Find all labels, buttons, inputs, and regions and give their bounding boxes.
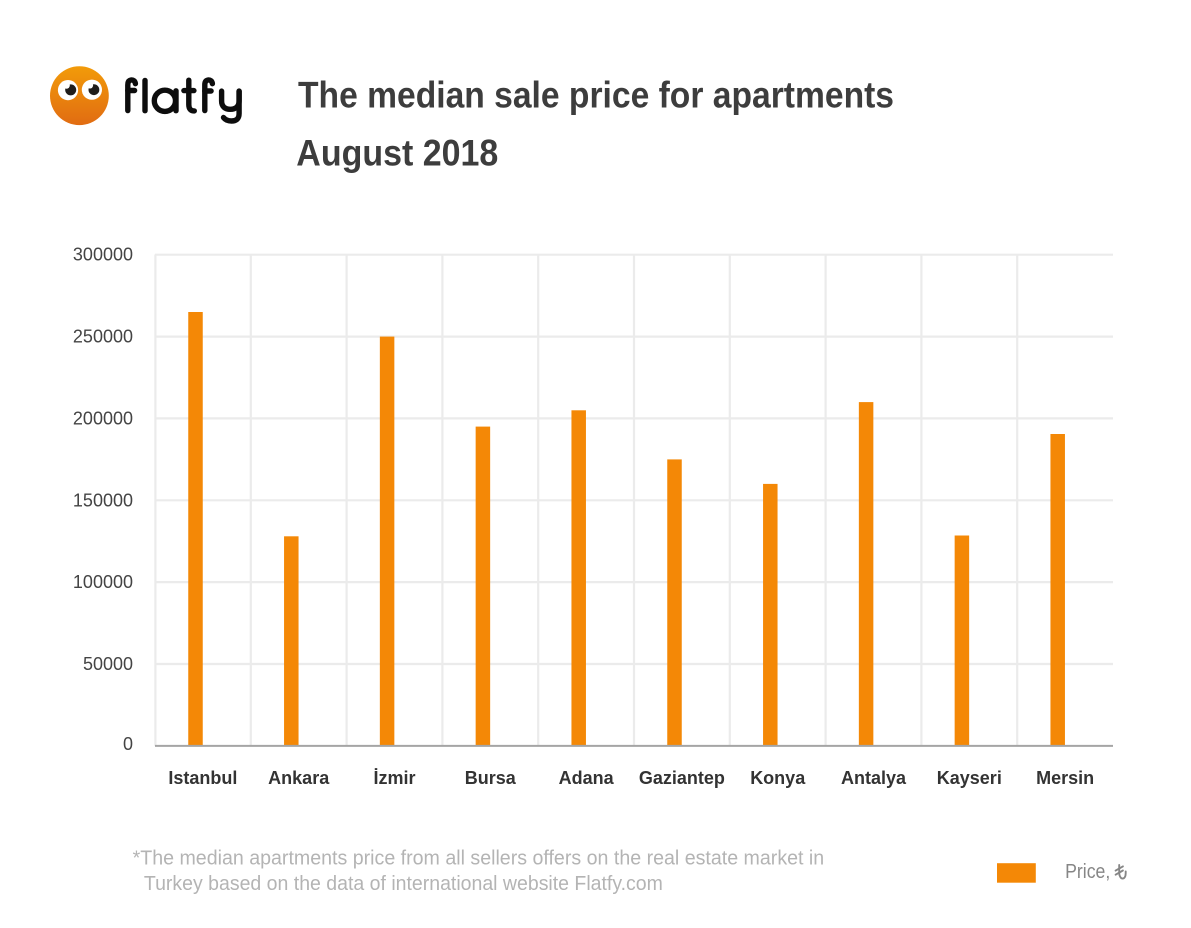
- svg-text:100000: 100000: [73, 572, 133, 592]
- svg-text:50000: 50000: [83, 654, 133, 674]
- svg-text:*The median apartments price f: *The median apartments price from all se…: [133, 847, 825, 869]
- svg-text:200000: 200000: [73, 408, 133, 428]
- svg-text:Mersin: Mersin: [1036, 768, 1094, 788]
- svg-text:Turkey based on the data of in: Turkey based on the data of internationa…: [144, 873, 663, 895]
- svg-text:Antalya: Antalya: [841, 768, 907, 788]
- svg-text:Ankara: Ankara: [268, 768, 330, 788]
- svg-text:İzmir: İzmir: [373, 768, 415, 788]
- svg-text:The median sale price for apar: The median sale price for apartments: [298, 75, 894, 116]
- svg-text:Gaziantep: Gaziantep: [639, 768, 725, 788]
- svg-text:Adana: Adana: [559, 768, 615, 788]
- svg-text:250000: 250000: [73, 327, 133, 347]
- svg-text:0: 0: [123, 734, 133, 754]
- svg-text:Istanbul: Istanbul: [168, 768, 237, 788]
- svg-text:300000: 300000: [73, 245, 133, 265]
- svg-text:Kayseri: Kayseri: [937, 768, 1002, 788]
- svg-text:Price,: Price,: [1065, 861, 1110, 883]
- svg-text:Bursa: Bursa: [465, 768, 517, 788]
- svg-text:150000: 150000: [73, 490, 133, 510]
- svg-text:Konya: Konya: [750, 768, 806, 788]
- svg-text:August 2018: August 2018: [296, 133, 498, 174]
